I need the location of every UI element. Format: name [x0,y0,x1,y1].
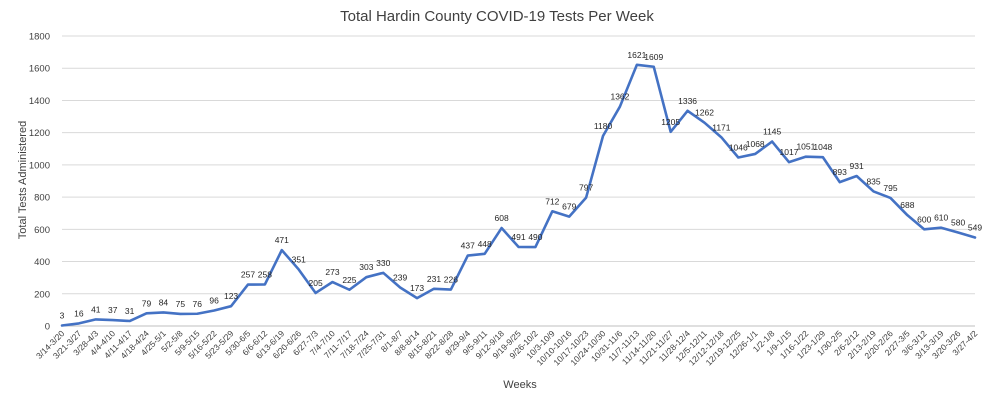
data-label: 931 [850,161,864,171]
data-label: 31 [125,306,135,316]
data-label: 797 [579,183,593,193]
y-tick-label: 1000 [29,160,50,171]
data-label: 893 [833,167,847,177]
data-label: 1145 [763,127,782,137]
y-tick-label: 1200 [29,128,50,139]
y-tick-label: 0 [45,322,50,333]
data-label: 84 [159,297,169,307]
y-axis-label: Total Tests Administered [17,121,29,239]
data-label: 79 [142,298,152,308]
y-axis-ticks: 0 200 400 600 800 1000 1200 1400 1600 1800 [29,32,50,333]
data-label: 3 [60,311,65,321]
data-label: 835 [866,176,880,186]
data-label: 273 [325,267,339,277]
data-label: 795 [883,183,897,193]
x-axis-label: Weeks [503,379,537,391]
grid-lines [62,35,975,295]
data-label: 1046 [729,142,748,152]
y-tick-label: 1600 [29,64,50,75]
data-label: 437 [461,241,475,251]
data-label: 1205 [661,117,680,127]
data-label: 75 [176,299,186,309]
data-label: 225 [342,275,356,285]
data-label: 490 [528,232,542,242]
data-label: 37 [108,305,118,315]
data-label: 491 [511,232,525,242]
data-label: 76 [193,299,203,309]
series-line-total-tests [60,63,977,327]
x-axis-ticks: 3/14-3/203/21-3/273/28-4/34/4-4/104/11-4… [34,328,980,367]
data-label: 96 [209,296,219,306]
data-label: 608 [494,213,508,223]
y-tick-label: 800 [34,193,50,204]
data-label: 1262 [695,108,714,118]
data-label: 471 [275,235,289,245]
data-label: 580 [951,218,965,228]
chart-title: Total Hardin County COVID-19 Tests Per W… [340,8,654,25]
data-label: 226 [444,275,458,285]
data-label: 1621 [627,50,646,60]
data-label: 688 [900,200,914,210]
data-label: 205 [309,278,323,288]
data-label: 1051 [796,142,815,152]
data-label: 1362 [610,92,629,102]
data-label: 1336 [678,96,697,106]
data-label: 303 [359,262,373,272]
y-tick-label: 600 [34,225,50,236]
y-tick-label: 1400 [29,96,50,107]
data-label: 1180 [594,121,613,131]
data-label: 600 [917,214,931,224]
data-label: 610 [934,213,948,223]
data-label: 231 [427,274,441,284]
data-label: 1017 [780,147,799,157]
data-label: 712 [545,196,559,206]
data-label: 351 [292,254,306,264]
y-tick-label: 1800 [29,32,50,43]
data-label: 1048 [813,142,832,152]
data-label: 1171 [712,122,731,132]
data-label: 258 [258,269,272,279]
data-label: 123 [224,291,238,301]
data-label: 330 [376,258,390,268]
data-label: 1609 [644,52,663,62]
data-label: 257 [241,270,255,280]
y-tick-label: 200 [34,289,50,300]
data-label: 1068 [746,139,765,149]
data-label: 239 [393,272,407,282]
data-label: 41 [91,304,101,314]
y-tick-label: 400 [34,257,50,268]
data-label: 549 [968,223,982,233]
data-label: 16 [74,308,84,318]
data-label: 448 [478,239,492,249]
data-label: 173 [410,283,424,293]
data-label: 679 [562,202,576,212]
